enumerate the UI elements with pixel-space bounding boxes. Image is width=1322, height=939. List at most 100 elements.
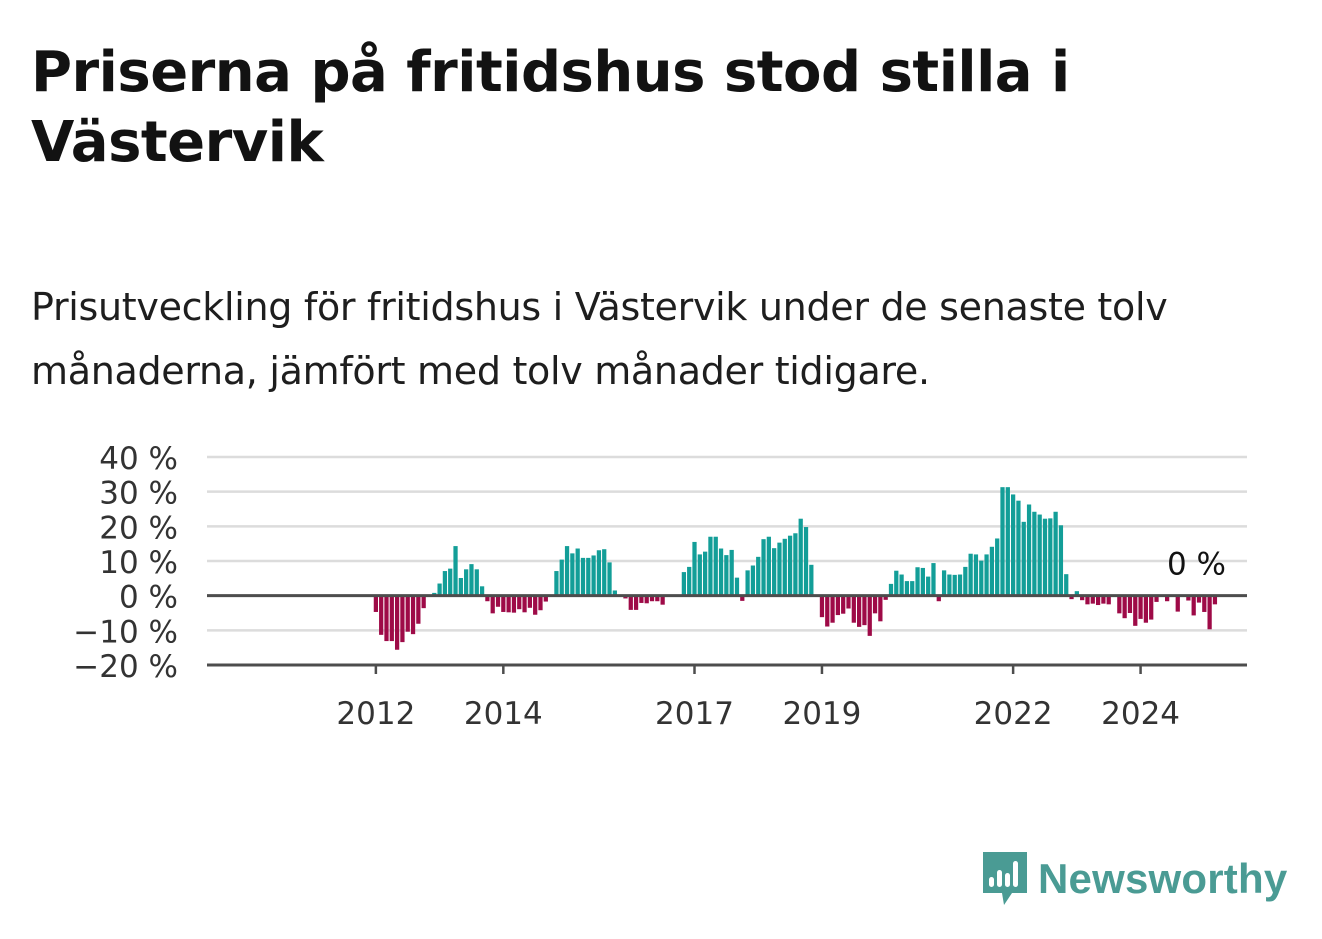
bar [591,555,596,596]
bar [872,595,878,614]
bar [506,595,511,613]
chart-subtitle: Prisutveckling för fritidshus i Västervi… [31,285,1168,393]
bar [511,595,517,613]
bar [835,595,841,616]
bar [575,548,580,596]
bar [517,595,522,610]
bar [963,566,968,596]
bar [602,549,607,596]
bar [580,557,586,596]
bar [1074,591,1079,596]
bar [1080,595,1085,601]
x-tick-label: 2022 [974,696,1053,732]
y-tick-label: 10 % [99,545,178,581]
bar [1149,595,1154,620]
bar-chart-speech-bubble-icon [983,852,1027,905]
bar [692,541,697,596]
bar [628,595,633,610]
bar [1048,518,1053,596]
bar [1165,595,1170,602]
bar [384,595,389,642]
bar [1196,595,1202,603]
y-tick-label: 40 % [99,441,178,477]
bar [501,595,506,612]
last-value-label: 0 % [1167,547,1226,583]
bar [448,568,453,596]
bar [1021,521,1026,596]
bar [756,556,761,596]
bar [888,583,894,596]
bar [1127,595,1133,613]
bar [761,539,766,596]
bar [1032,511,1037,596]
bar [941,570,947,596]
bar [437,583,442,596]
x-tick-label: 2024 [1101,696,1180,732]
bar [920,567,925,596]
bar [490,595,495,614]
bar [931,563,936,596]
y-tick-label: 30 % [99,476,178,512]
bar [787,535,793,596]
bar [973,554,979,596]
bar [1095,595,1101,606]
bar [1005,487,1010,596]
bar [825,595,830,627]
bar [995,538,1000,596]
bar [442,571,448,596]
bar [819,595,825,618]
y-tick-label: −10 % [73,614,178,650]
bar [379,595,384,635]
bar [750,565,756,596]
bar [1037,514,1042,596]
bar [1207,595,1212,630]
newsworthy-logo: Newsworthy [980,848,1287,910]
x-tick-label: 2012 [336,696,415,732]
bar [703,551,708,596]
bar [538,595,543,611]
bar [1138,595,1143,619]
axes [207,594,1247,674]
bar [851,595,856,623]
bar [989,546,995,596]
bar [612,590,617,596]
bar [405,595,410,632]
bar [421,595,426,609]
bar [777,542,782,596]
bar [453,546,458,596]
bar [1000,487,1005,596]
bar [926,576,931,596]
bar [734,577,740,596]
y-tick-label: −20 % [73,649,178,685]
bar [1143,595,1149,623]
bar [564,546,570,596]
bar [841,595,846,614]
bar [740,595,745,601]
bar [681,572,686,596]
bar [1090,595,1095,604]
bar [915,567,920,596]
bar [1053,511,1058,596]
bar [607,562,612,596]
bar [1085,595,1090,605]
bar [724,555,729,596]
bar [373,595,378,612]
bar [394,595,400,650]
bar [1069,595,1074,600]
bar [687,566,692,596]
y-tick-label: 0 % [119,580,178,616]
bar [559,559,564,596]
bar [464,569,469,596]
bar [1186,595,1191,601]
bar [697,554,702,596]
bar [458,577,463,596]
bar [952,574,957,596]
bar [830,595,835,623]
bar [469,564,474,596]
bar [586,557,591,596]
bar [968,553,973,596]
bar [957,574,963,596]
bar [1175,595,1180,612]
bar [766,536,771,596]
bar [485,595,490,602]
